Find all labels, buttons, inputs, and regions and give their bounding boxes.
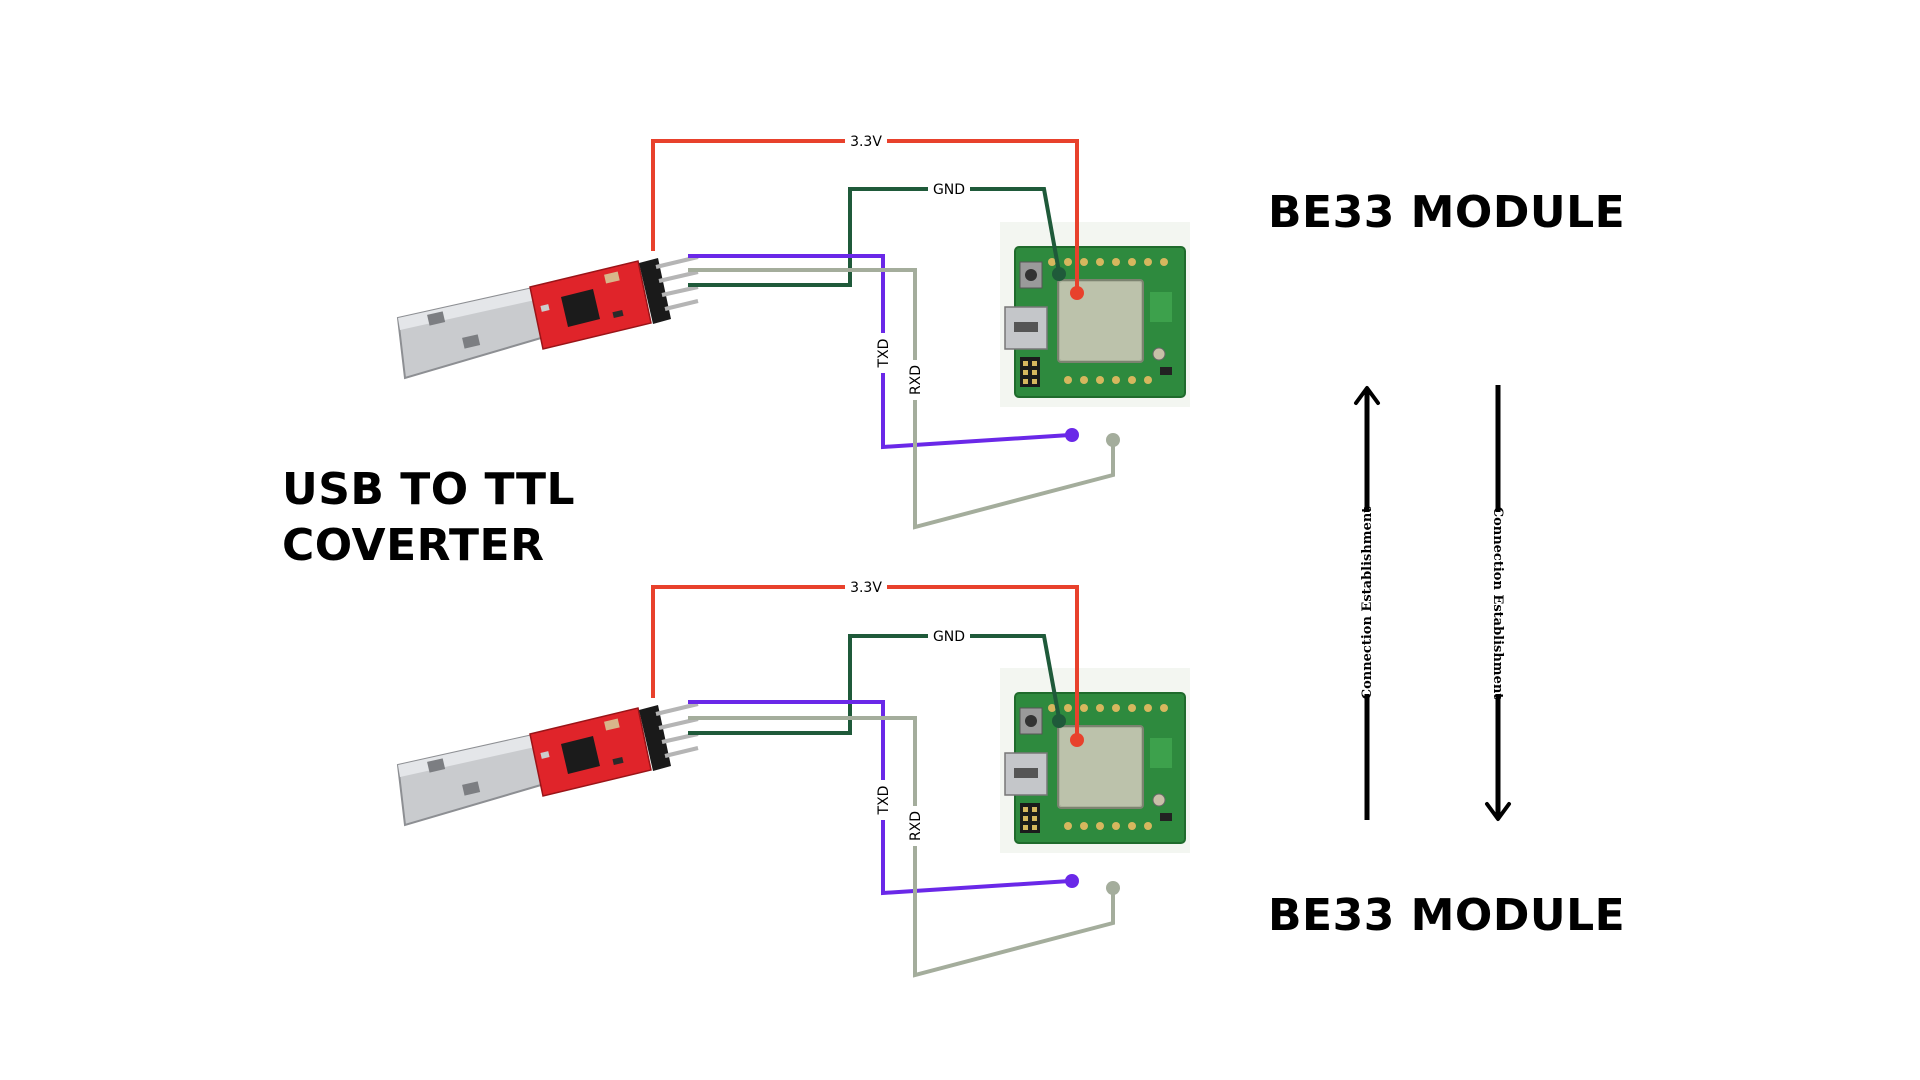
vcc-pin-bottom [1070,733,1084,747]
gnd-pin-bottom [1052,714,1066,728]
gnd-wire-top [688,187,1061,287]
rxd-label-bottom: RXD [908,811,924,841]
gnd-pin-top [1052,267,1066,281]
vcc-pin-top [1070,286,1084,300]
be33-module-bottom [999,667,1191,854]
bottom-circuit: 3.3V GND TXD RXD [396,577,1191,978]
gnd-label-top: GND [933,182,965,198]
gnd-wire-bottom [688,634,1061,735]
txd-label-top: TXD [876,339,892,369]
txd-pin-top [1065,428,1079,442]
rxd-label-top: RXD [908,365,924,395]
rxd-wire-top [688,268,1115,530]
rxd-pin-top [1106,433,1120,447]
converter-title-line1: USB TO TTL [282,464,576,515]
rxd-wire-bottom [688,716,1115,978]
rxd-pin-bottom [1106,881,1120,895]
arrow-down-label: Connection Establishment [1490,507,1505,700]
vcc-label-bottom: 3.3V [850,580,882,596]
arrow-up: Connection Establishment [1354,386,1380,820]
arrow-up-label: Connection Establishment [1360,507,1375,700]
vcc-label-top: 3.3V [850,134,882,150]
txd-pin-bottom [1065,874,1079,888]
txd-label-bottom: TXD [876,786,892,816]
arrow-down: Connection Establishment [1485,385,1511,821]
module-bottom-title: BE33 MODULE [1268,890,1626,941]
usb-ttl-converter-top [396,255,700,380]
be33-module-top [999,221,1191,408]
top-circuit: 3.3V GND TXD RXD [396,131,1191,530]
converter-title-line2: COVERTER [282,520,545,571]
usb-ttl-converter-bottom [396,702,700,827]
module-top-title: BE33 MODULE [1268,187,1626,238]
gnd-label-bottom: GND [933,629,965,645]
converter-title: USB TO TTL COVERTER [282,462,575,574]
